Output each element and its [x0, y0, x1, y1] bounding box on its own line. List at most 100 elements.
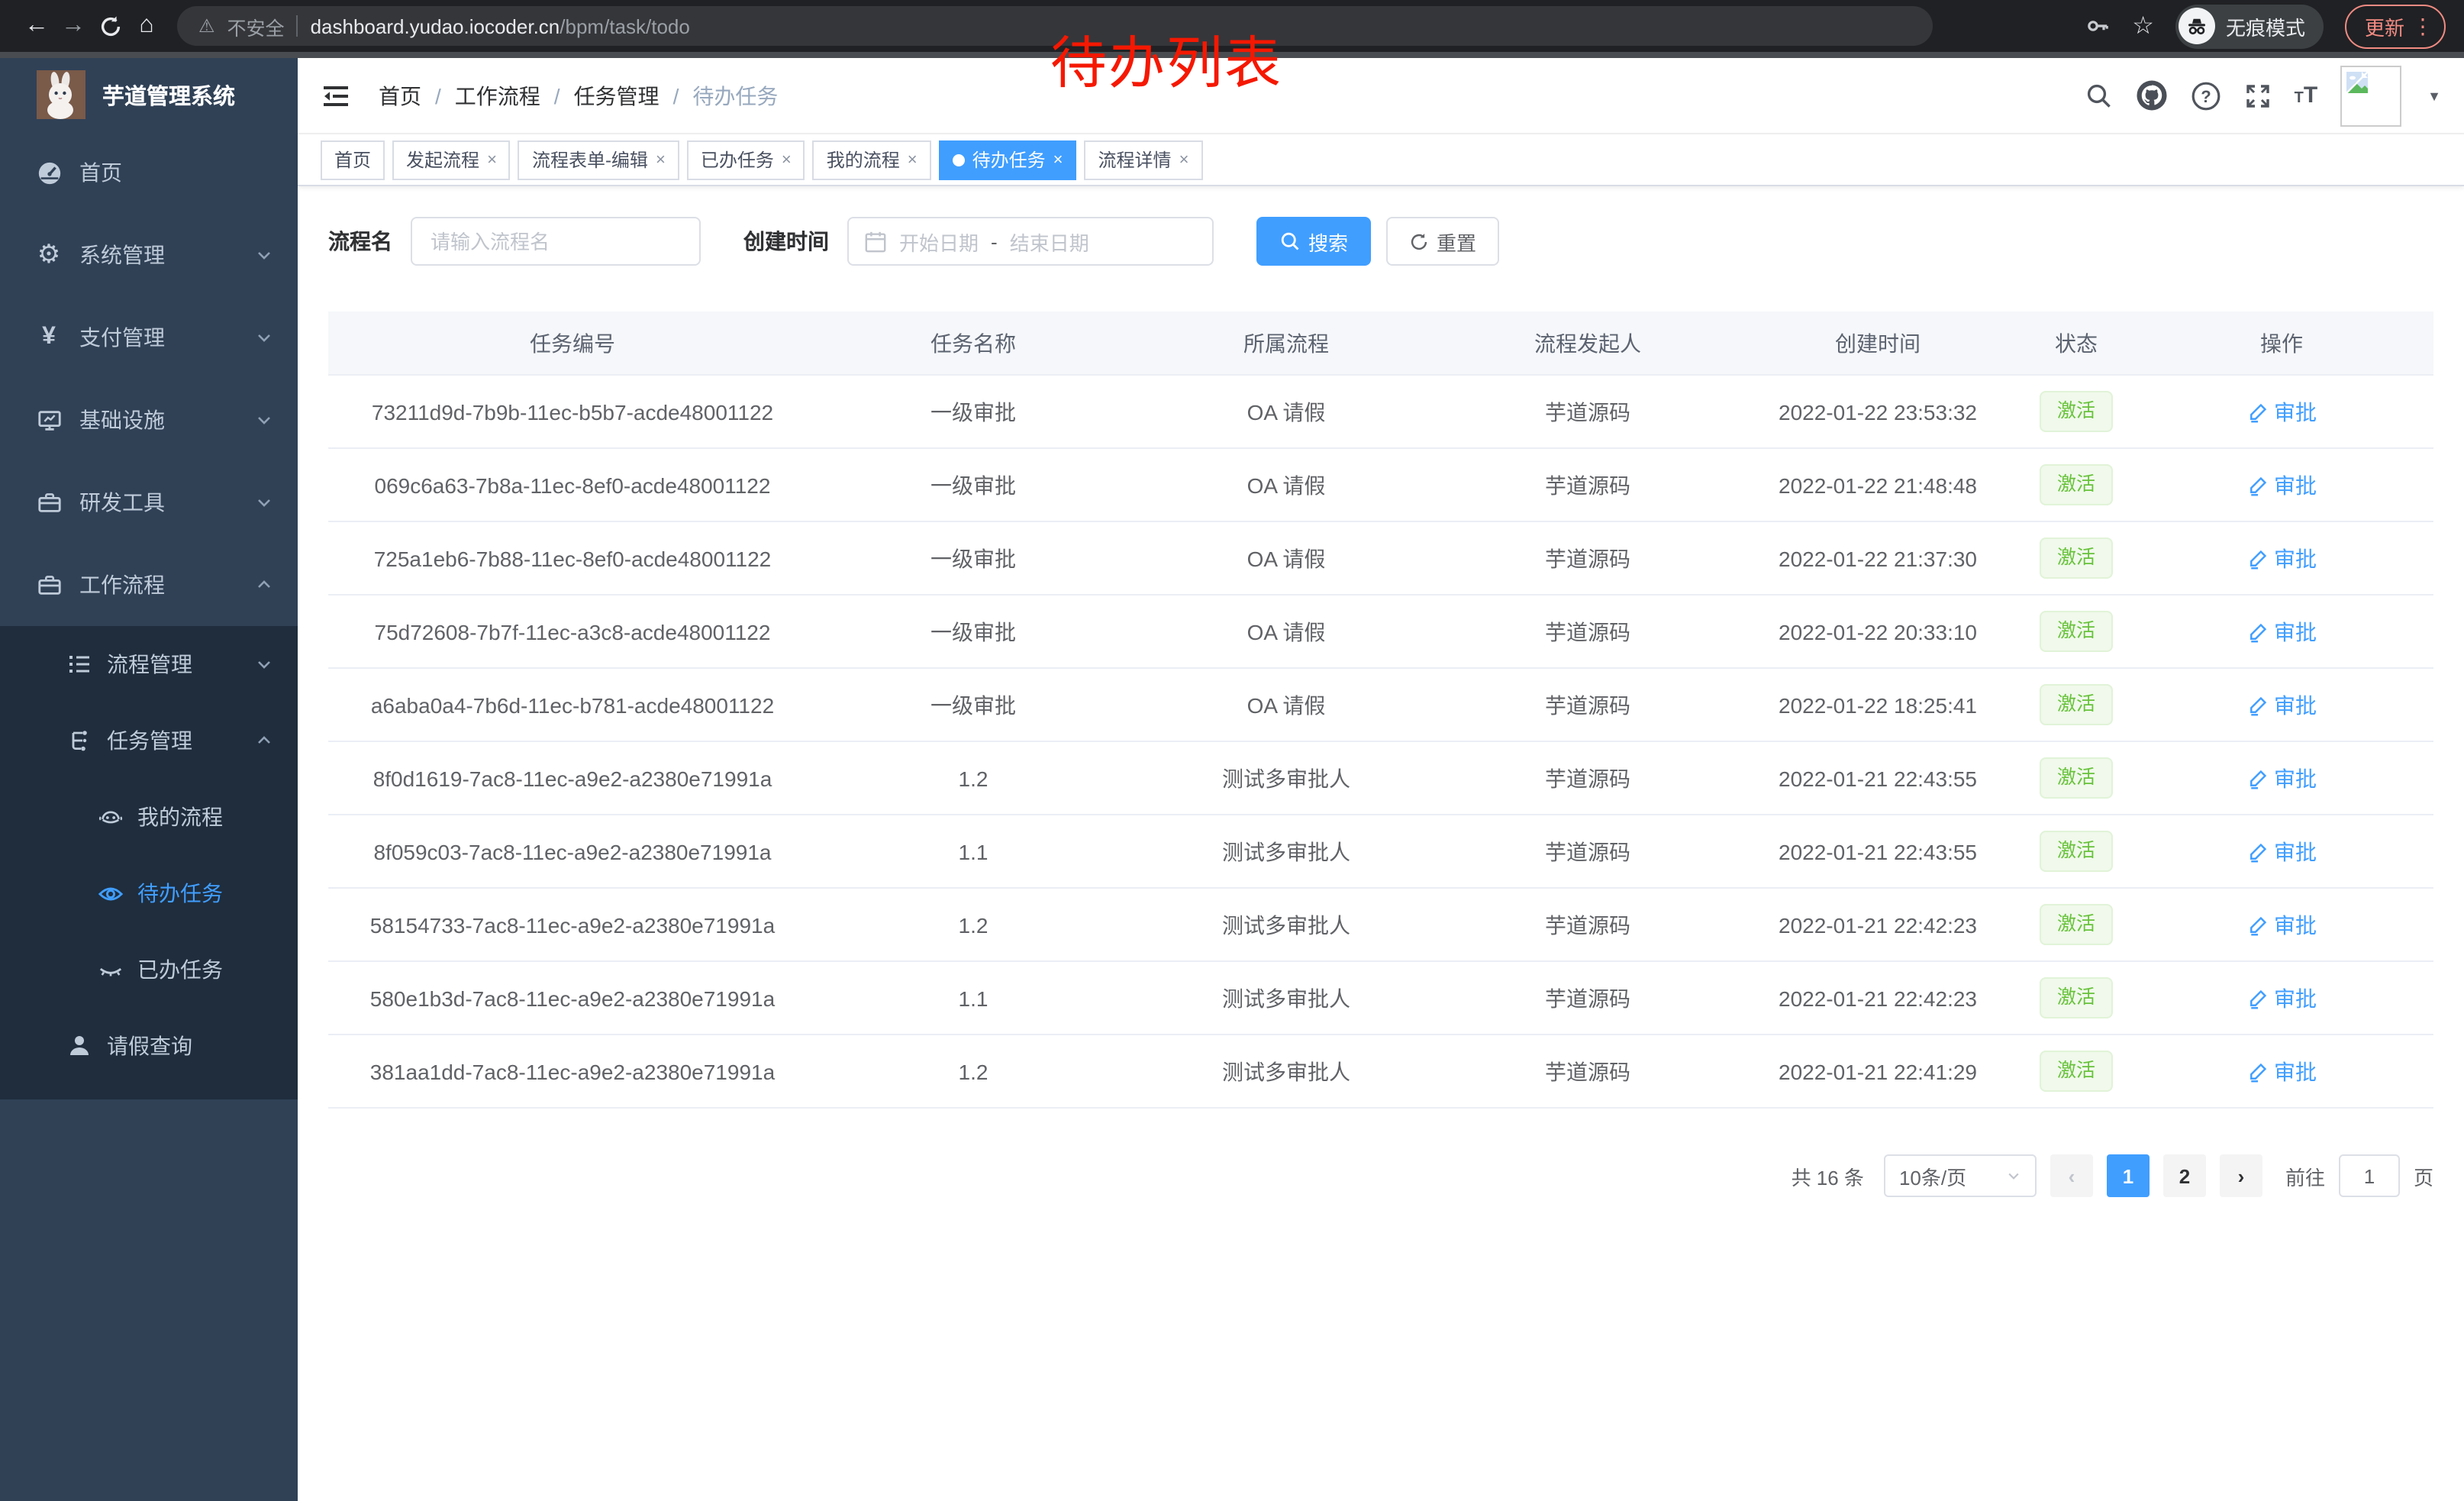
browser-home-icon[interactable]: ⌂ [139, 12, 154, 38]
fullscreen-icon[interactable] [2244, 82, 2272, 109]
breadcrumb-workflow[interactable]: 工作流程 [454, 83, 540, 108]
user-avatar[interactable] [2340, 65, 2402, 126]
sidebar-item-process-mgmt[interactable]: 流程管理 [0, 626, 298, 702]
start-date-placeholder[interactable]: 开始日期 [899, 231, 979, 254]
approve-button[interactable]: 审批 [2246, 763, 2317, 793]
cell-starter: 芋道源码 [1545, 1059, 1630, 1083]
approve-button[interactable]: 审批 [2246, 543, 2317, 573]
approve-button[interactable]: 审批 [2246, 689, 2317, 720]
help-question-icon[interactable]: ? [2191, 80, 2221, 111]
date-range-picker[interactable]: 开始日期 - 结束日期 [847, 217, 1214, 266]
cell-starter: 芋道源码 [1545, 986, 1630, 1010]
search-icon[interactable] [2085, 82, 2113, 109]
browser-back-icon[interactable]: ← [24, 12, 49, 38]
cell-process: OA 请假 [1247, 473, 1326, 497]
close-icon[interactable]: × [487, 150, 497, 169]
update-label[interactable]: 更新 [2364, 16, 2404, 39]
browser-update-button[interactable]: 更新 ⋮ [2344, 4, 2446, 48]
cell-task-name: 一级审批 [930, 399, 1016, 424]
cell-task-name: 1.2 [958, 912, 989, 937]
app-title: 芋道管理系统 [102, 85, 235, 109]
svg-text:?: ? [2201, 86, 2211, 105]
create-time-label: 创建时间 [743, 229, 829, 253]
sidebar-item-system[interactable]: ⚙ 系统管理 [0, 214, 298, 296]
sidebar-item-devtools[interactable]: 研发工具 [0, 461, 298, 544]
cell-actions: 审批 [2130, 763, 2433, 793]
tab-form-edit[interactable]: 流程表单-编辑 × [518, 140, 679, 179]
font-size-icon[interactable]: TT [2294, 82, 2318, 108]
approve-button[interactable]: 审批 [2246, 836, 2317, 867]
approve-button[interactable]: 审批 [2246, 1056, 2317, 1086]
tab-home[interactable]: 首页 [321, 140, 385, 179]
sidebar-collapse-icon[interactable] [321, 80, 354, 111]
close-icon[interactable]: × [1179, 150, 1189, 169]
sidebar-item-todo-tasks[interactable]: 待办任务 [0, 855, 298, 931]
chrome-bottom-strip [0, 52, 2464, 58]
sidebar-item-home[interactable]: 首页 [0, 131, 298, 214]
browser-menu-dots-icon[interactable]: ⋮ [2412, 13, 2433, 37]
sidebar-item-done-tasks[interactable]: 已办任务 [0, 931, 298, 1008]
approve-button[interactable]: 审批 [2246, 909, 2317, 940]
reset-button[interactable]: 重置 [1386, 217, 1500, 266]
prev-page-button[interactable]: ‹ [2050, 1154, 2093, 1197]
status-badge: 激活 [2040, 757, 2112, 799]
close-icon[interactable]: × [1053, 150, 1063, 169]
sidebar-item-workflow[interactable]: 工作流程 [0, 544, 298, 626]
close-icon[interactable]: × [907, 150, 918, 169]
process-name-input[interactable] [411, 217, 701, 266]
breadcrumb: 首页 / 工作流程 / 任务管理 / 待办任务 [379, 80, 778, 111]
tags-view-bar: 首页 发起流程 × 流程表单-编辑 × 已办任务 × 我的流程 × 待办任务 × 流程详情… [298, 134, 2464, 186]
column-header-created: 创建时间 [1835, 331, 1921, 355]
next-page-button[interactable]: › [2219, 1154, 2262, 1197]
cell-task-id: 8f059c03-7ac8-11ec-a9e2-a2380e71991a [373, 839, 772, 863]
cell-task-name: 1.2 [958, 766, 989, 790]
end-date-placeholder[interactable]: 结束日期 [1009, 231, 1089, 254]
breadcrumb-task-mgmt[interactable]: 任务管理 [573, 83, 660, 108]
page-button-2[interactable]: 2 [2162, 1154, 2206, 1197]
page-url[interactable]: dashboard.yudao.iocoder.cn/bpm/task/todo [310, 15, 690, 37]
page-size-select[interactable]: 10条/页 [1883, 1154, 2037, 1197]
security-label[interactable]: 不安全 [227, 18, 285, 39]
tab-done-tasks[interactable]: 已办任务 × [686, 140, 805, 179]
sidebar-item-payment[interactable]: ¥ 支付管理 [0, 296, 298, 379]
app-logo-row[interactable]: 芋道管理系统 [0, 58, 298, 131]
status-badge: 激活 [2040, 831, 2112, 872]
cell-process: OA 请假 [1247, 546, 1326, 570]
cell-created: 2022-01-21 22:41:29 [1779, 1059, 1977, 1083]
cell-actions: 审批 [2130, 689, 2433, 720]
breadcrumb-separator: / [672, 83, 679, 108]
approve-button[interactable]: 审批 [2246, 396, 2317, 427]
approve-button[interactable]: 审批 [2246, 983, 2317, 1013]
page-button-1[interactable]: 1 [2106, 1154, 2150, 1197]
address-bar[interactable]: ⚠ 不安全 dashboard.yudao.iocoder.cn/bpm/tas… [177, 6, 1933, 46]
close-icon[interactable]: × [781, 150, 792, 169]
sidebar-item-my-process[interactable]: 我的流程 [0, 779, 298, 855]
github-icon[interactable] [2136, 79, 2168, 111]
top-navbar: 首页 / 工作流程 / 任务管理 / 待办任务 ? [298, 58, 2464, 134]
avatar-caret-down-icon[interactable]: ▼ [2427, 88, 2441, 103]
tab-start-process[interactable]: 发起流程 × [392, 140, 511, 179]
sidebar-item-leave-query[interactable]: 请假查询 [0, 1008, 298, 1084]
cell-actions: 审批 [2130, 836, 2433, 867]
goto-page-input[interactable] [2338, 1154, 2400, 1197]
tab-todo-tasks[interactable]: 待办任务 × [938, 140, 1077, 179]
breadcrumb-home[interactable]: 首页 [379, 83, 421, 108]
breadcrumb-current: 待办任务 [692, 83, 779, 108]
approve-button[interactable]: 审批 [2246, 616, 2317, 647]
bookmark-star-icon[interactable]: ☆ [2132, 14, 2154, 40]
filter-form: 流程名 创建时间 开始日期 - 结束日期 搜索 [328, 217, 2433, 266]
tab-process-detail[interactable]: 流程详情 × [1084, 140, 1203, 179]
approve-button[interactable]: 审批 [2246, 470, 2317, 500]
sidebar-item-task-mgmt[interactable]: 任务管理 [0, 702, 298, 779]
search-button[interactable]: 搜索 [1256, 217, 1372, 266]
browser-reload-icon[interactable] [92, 13, 128, 39]
password-key-icon[interactable] [2083, 12, 2111, 40]
browser-forward-icon[interactable]: → [61, 12, 85, 38]
close-icon[interactable]: × [655, 150, 666, 169]
chevron-down-icon [255, 411, 273, 429]
cell-task-name: 1.1 [958, 839, 989, 863]
cell-starter: 芋道源码 [1545, 839, 1630, 863]
tab-my-process[interactable]: 我的流程 × [812, 140, 931, 179]
sidebar-item-infrastructure[interactable]: 基础设施 [0, 379, 298, 461]
